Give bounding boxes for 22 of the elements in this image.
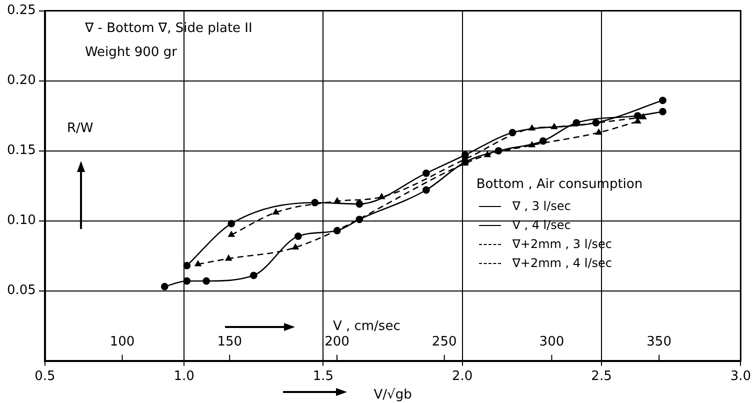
x-tick-label: 0.5	[34, 368, 56, 384]
y-tick-label: 0.10	[6, 213, 36, 228]
x-tick-label: 1.0	[174, 368, 194, 384]
y-axis-title: R/W	[66, 121, 94, 136]
x2-tick-label: 350	[646, 334, 672, 350]
x2-tick-label: 300	[539, 334, 564, 350]
x2-tick-label: 250	[432, 334, 457, 350]
x-tick-label: 2.0	[452, 368, 473, 384]
y-tick-label: 0.05	[6, 283, 36, 298]
x-axis-title: V/√gb	[374, 388, 412, 403]
x2-axis-title: V , cm/sec	[332, 319, 400, 334]
x2-tick-label: 200	[324, 334, 350, 350]
annotation: Weight 900 gr	[84, 45, 178, 60]
x2-tick-label: 100	[110, 334, 135, 350]
y-tick-label: 0.20	[6, 73, 36, 88]
x-tick-label: 1.5	[312, 368, 334, 384]
y-tick-label: 0.15	[6, 143, 36, 158]
x-tick-label: 3.0	[730, 368, 752, 384]
x2-tick-label: 150	[217, 334, 242, 350]
legend-label: ∇ , 3 l/sec	[512, 198, 571, 216]
y-tick-label: 0.25	[6, 3, 36, 18]
x-tick-label: 2.5	[591, 368, 612, 384]
